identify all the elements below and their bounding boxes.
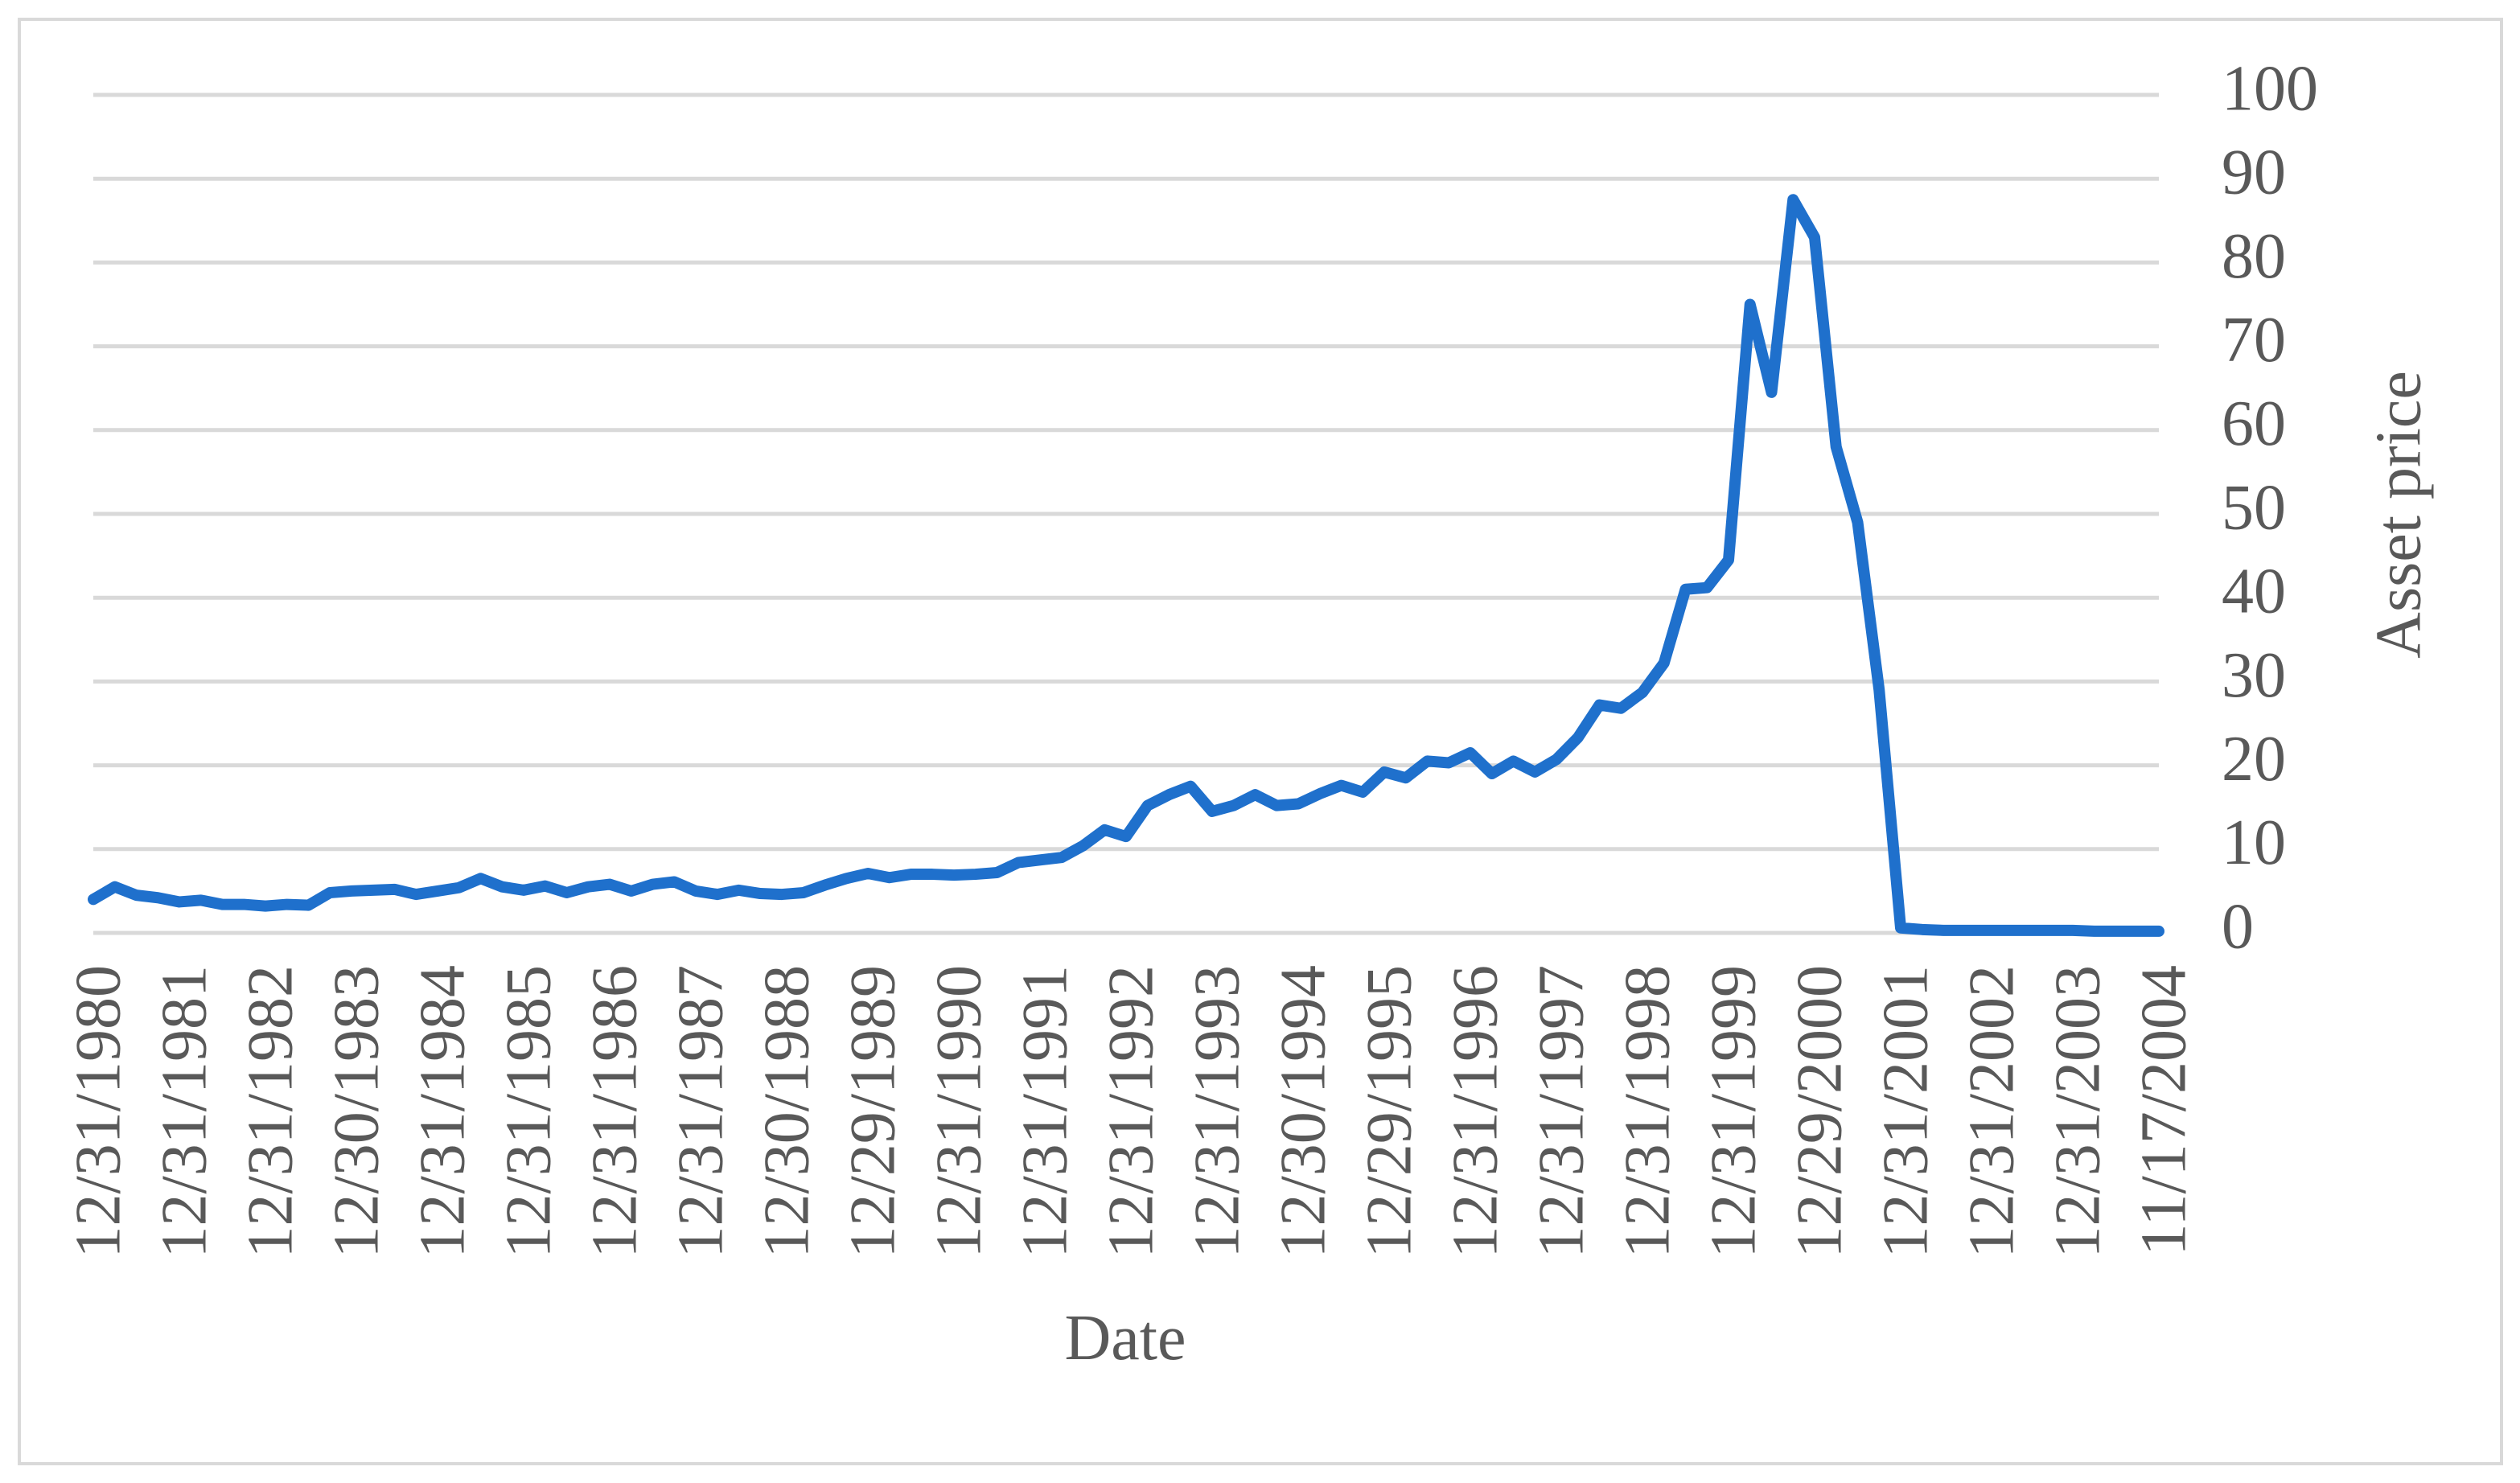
y-axis-title: Asset price <box>2363 371 2434 659</box>
x-tick-label: 12/29/1989 <box>837 965 908 1258</box>
x-tick-label: 12/30/1983 <box>321 965 392 1258</box>
y-tick-label: 20 <box>2222 724 2286 795</box>
x-tick-label: 12/31/1985 <box>493 965 564 1258</box>
x-tick-label: 12/29/1995 <box>1354 965 1424 1258</box>
y-tick-label: 50 <box>2222 472 2286 543</box>
x-tick-label: 12/31/1980 <box>63 965 134 1258</box>
x-tick-label: 12/31/1996 <box>1440 965 1511 1258</box>
x-tick-label: 12/31/1987 <box>665 965 736 1258</box>
x-tick-label: 12/31/1997 <box>1526 965 1597 1258</box>
x-tick-label: 12/31/1986 <box>579 965 650 1258</box>
y-tick-label: 100 <box>2222 53 2318 124</box>
x-tick-label: 12/30/1988 <box>751 965 822 1258</box>
x-tick-label: 12/31/1993 <box>1182 965 1252 1258</box>
x-axis-title: Date <box>1064 1303 1186 1374</box>
line-series <box>88 194 2164 937</box>
x-tick-label: 12/31/1991 <box>1009 965 1080 1258</box>
y-tick-label: 30 <box>2222 640 2286 711</box>
x-tick-label: 12/31/1999 <box>1698 965 1769 1258</box>
x-tick-label: 12/31/1990 <box>923 965 994 1258</box>
x-tick-label: 11/17/2004 <box>2128 965 2199 1255</box>
x-tick-label: 12/31/2002 <box>1956 965 2027 1258</box>
y-tick-label: 90 <box>2222 138 2286 208</box>
x-tick-label: 12/31/1982 <box>235 965 306 1258</box>
chart-border <box>18 18 2503 1465</box>
x-tick-label: 12/31/1984 <box>407 965 478 1258</box>
x-tick-label: 12/31/1992 <box>1096 965 1166 1258</box>
y-tick-label: 80 <box>2222 221 2286 292</box>
y-tick-label: 10 <box>2222 807 2286 878</box>
x-tick-label: 12/31/2003 <box>2042 965 2113 1258</box>
y-tick-label: 60 <box>2222 388 2286 459</box>
y-tick-label: 0 <box>2222 891 2254 962</box>
x-tick-label: 12/31/1981 <box>149 965 220 1258</box>
y-tick-label: 70 <box>2222 305 2286 376</box>
x-tick-label: 12/30/1994 <box>1268 965 1338 1258</box>
y-tick-label: 40 <box>2222 557 2286 627</box>
x-tick-label: 12/31/2001 <box>1870 965 1941 1258</box>
x-tick-label: 12/29/2000 <box>1784 965 1855 1258</box>
x-tick-label: 12/31/1998 <box>1612 965 1683 1258</box>
